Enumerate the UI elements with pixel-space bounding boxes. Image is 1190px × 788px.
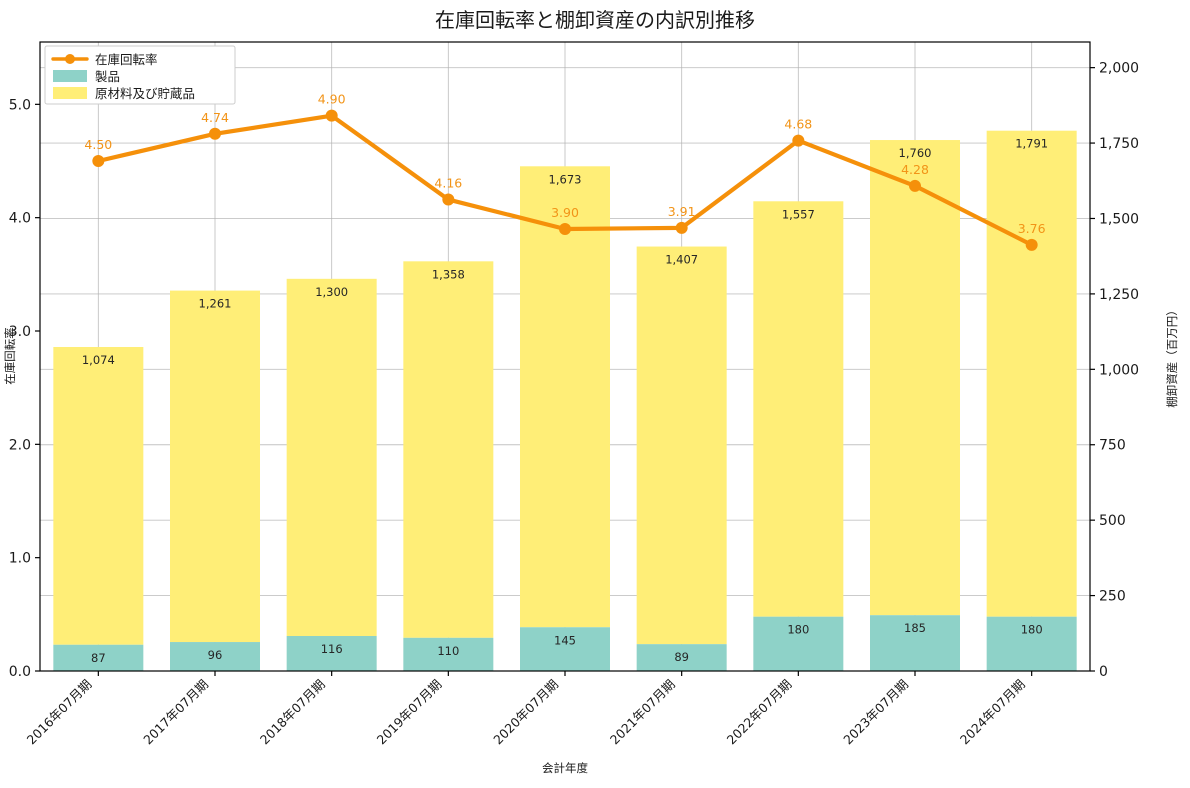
bar-segment-material — [636, 246, 727, 645]
bar-segment-product — [520, 627, 610, 671]
bar-segment-material — [520, 166, 610, 628]
bar-total-label: 1,074 — [82, 353, 115, 367]
bar-segment-material — [753, 201, 844, 617]
bar-group — [53, 346, 144, 671]
legend-label[interactable]: 原材料及び貯蔵品 — [95, 86, 195, 101]
bar-segment-product — [53, 644, 144, 671]
legend-label[interactable]: 在庫回転率 — [95, 52, 158, 67]
x-axis-label: 会計年度 — [542, 761, 588, 775]
bar-segment-material — [403, 261, 494, 638]
bar-group — [170, 290, 260, 671]
line-marker — [792, 134, 805, 147]
line-marker — [325, 109, 338, 122]
line-value-label: 3.90 — [551, 205, 579, 220]
y-tick-label: 1.0 — [9, 551, 31, 567]
bar-product-label: 96 — [208, 648, 223, 662]
bar-group — [520, 166, 610, 671]
line-value-label: 3.91 — [668, 204, 696, 219]
line-marker — [442, 193, 455, 206]
line-marker — [559, 223, 571, 235]
bar-segment-material — [986, 130, 1077, 617]
line-marker — [1025, 238, 1038, 251]
bar-total-label: 1,760 — [899, 146, 932, 160]
legend-color-swatch — [53, 70, 87, 82]
bar-total-label: 1,261 — [199, 297, 232, 311]
bar-segment-material — [870, 140, 960, 616]
y-tick-label: 3.0 — [9, 324, 31, 340]
bar-total-label: 1,673 — [549, 172, 582, 186]
line-value-label: 4.28 — [901, 162, 929, 177]
legend-line-marker — [51, 54, 89, 64]
line-value-label: 4.50 — [84, 137, 112, 152]
bar-segment-product — [986, 616, 1077, 671]
axis-layer: 0.0 1.0 2.0 3.0 4.0 5.0 0 250 500 750 1,000 1,250 1,… — [9, 61, 1139, 680]
bar-total-label: 1,300 — [315, 285, 348, 299]
bar-product-label: 180 — [1021, 623, 1043, 637]
line-marker — [675, 221, 688, 234]
y-tick-label: 4.0 — [9, 211, 31, 227]
line-value-label: 4.68 — [784, 117, 812, 132]
y2-tick-label: 2,000 — [1099, 61, 1139, 77]
y2-tick-label: 1,000 — [1099, 362, 1139, 378]
line-value-label: 4.90 — [318, 92, 346, 107]
line-value-label: 3.76 — [1018, 221, 1046, 236]
bar-segment-material — [53, 346, 144, 645]
bar-group — [986, 130, 1077, 671]
bar-segment-product — [286, 636, 377, 671]
line-series-layer — [92, 109, 1038, 251]
line-marker — [92, 155, 105, 167]
bar-product-label: 116 — [321, 642, 343, 656]
legend-color-swatch — [53, 87, 87, 99]
y2-axis-label: 棚卸資産（百万円） — [1165, 304, 1179, 408]
bar-segment-product — [170, 642, 260, 671]
bar-group — [636, 246, 727, 671]
bar-segment-product — [636, 644, 727, 671]
bar-product-label: 89 — [674, 650, 689, 664]
bar-total-label: 1,358 — [432, 267, 465, 281]
bar-product-label: 87 — [91, 651, 106, 665]
bar-total-label: 1,407 — [665, 253, 698, 267]
line-marker — [209, 127, 221, 140]
bar-product-label: 180 — [787, 623, 809, 637]
y2-tick-label: 1,250 — [1099, 287, 1139, 303]
bar-product-label: 145 — [554, 633, 576, 647]
bar-total-label: 1,791 — [1015, 137, 1048, 151]
bar-series-layer — [53, 130, 1077, 671]
y-axis-label: 在庫回転率 — [3, 327, 17, 385]
line-marker — [909, 179, 921, 192]
bar-group — [870, 140, 960, 671]
y2-tick-label: 1,500 — [1099, 211, 1139, 227]
bar-segment-product — [870, 615, 960, 671]
plot-frame — [39, 41, 1091, 672]
bar-product-label: 185 — [904, 621, 926, 635]
y2-tick-label: 750 — [1099, 438, 1126, 454]
y-tick-label: 5.0 — [9, 97, 31, 113]
line-value-label: 4.16 — [434, 176, 462, 191]
bar-product-label: 110 — [437, 644, 459, 658]
bar-total-label: 1,557 — [782, 207, 815, 221]
y-tick-label: 2.0 — [9, 437, 31, 453]
y2-tick-label: 500 — [1099, 513, 1126, 529]
bar-group — [753, 201, 844, 671]
y2-tick-label: 250 — [1099, 589, 1126, 605]
y2-tick-label: 0 — [1099, 664, 1108, 680]
y-tick-label: 0.0 — [9, 664, 31, 680]
y2-tick-label: 1,750 — [1099, 136, 1139, 152]
chart-title: 在庫回転率と棚卸資産の内訳別推移 — [435, 8, 755, 32]
legend-label[interactable]: 製品 — [95, 69, 120, 84]
bar-segment-material — [170, 290, 260, 643]
bar-segment-product — [753, 616, 844, 671]
bar-group — [403, 261, 494, 671]
bar-segment-product — [403, 637, 494, 671]
line-value-label: 4.74 — [201, 110, 229, 125]
data-labels-layer: 1,074 87 1,261 96 1,300 116 1,358 110 1,673 145 1,… — [82, 92, 1048, 665]
bar-segment-material — [286, 278, 377, 637]
bar-group — [286, 278, 377, 671]
